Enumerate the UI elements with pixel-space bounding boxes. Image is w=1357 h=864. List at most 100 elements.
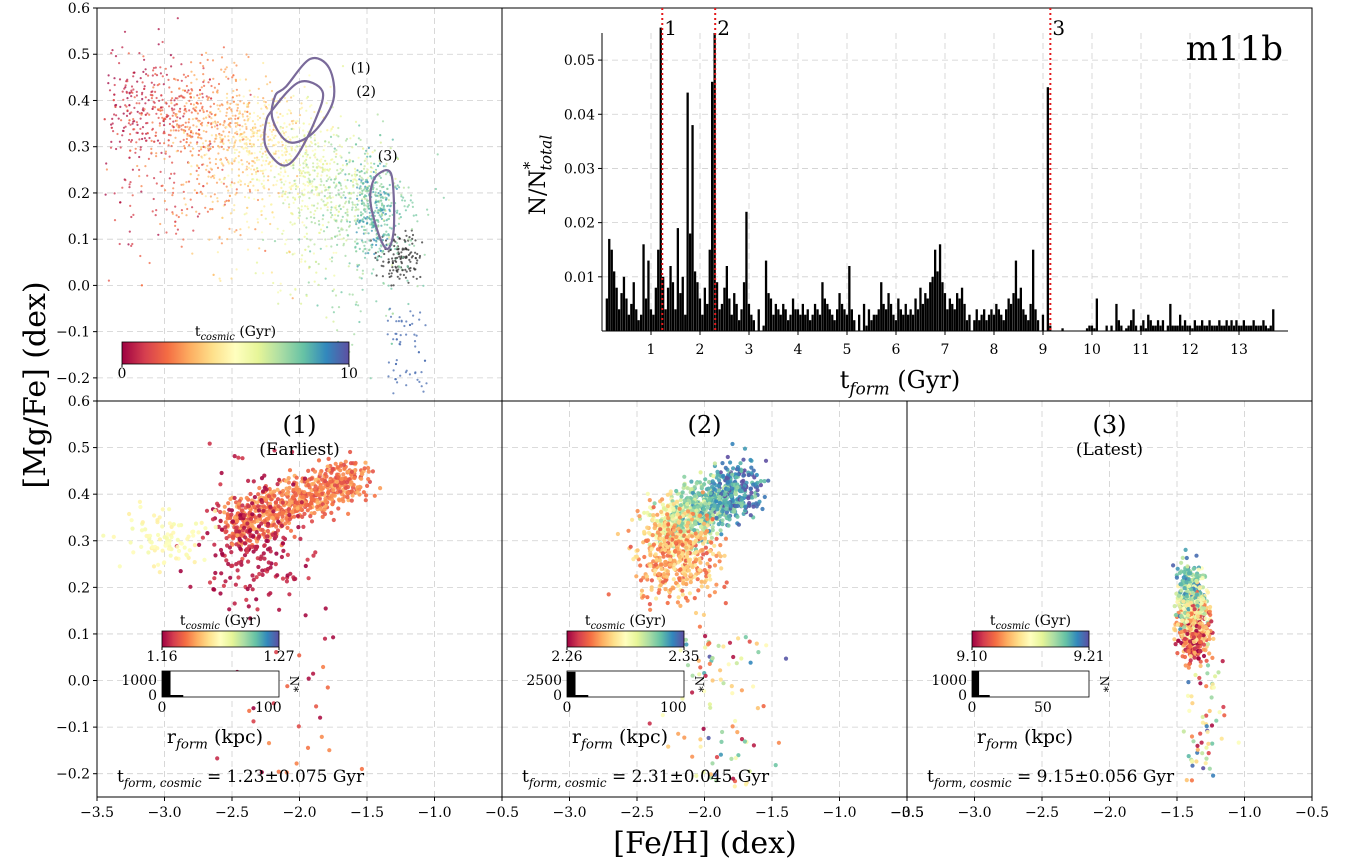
- main-point: [133, 71, 136, 74]
- main-point: [405, 384, 408, 387]
- hist-bar: [1183, 320, 1187, 331]
- main-point: [227, 160, 230, 163]
- main-point: [165, 208, 168, 211]
- main-point: [176, 123, 179, 126]
- main-point: [302, 182, 305, 185]
- main-point: [216, 166, 220, 169]
- hist-bar: [821, 282, 824, 331]
- main-point: [391, 257, 394, 260]
- hist-ytick-label-3: 0.04: [564, 107, 595, 123]
- main-point: [370, 222, 373, 226]
- p2-point: [741, 478, 746, 483]
- main-point: [129, 140, 133, 143]
- hist-bar: [622, 276, 626, 331]
- p1-point: [346, 511, 351, 516]
- main-point: [364, 210, 367, 213]
- main-point: [173, 77, 176, 80]
- main-point: [171, 114, 174, 117]
- main-point: [216, 197, 219, 200]
- main-point: [346, 179, 349, 182]
- p1-frame: [96, 400, 503, 798]
- main-point: [300, 258, 303, 261]
- p1-point: [143, 527, 148, 532]
- main-point: [170, 172, 173, 175]
- p1-point: [101, 533, 106, 538]
- p2-point: [697, 480, 703, 485]
- p1-point: [260, 568, 265, 573]
- p1-point: [199, 520, 204, 526]
- hist-bar: [1228, 325, 1231, 331]
- main-point: [268, 161, 271, 164]
- hist-bar: [796, 309, 800, 331]
- main-point: [190, 136, 193, 139]
- main-point: [331, 306, 334, 309]
- main-point: [174, 97, 177, 100]
- main-point: [183, 197, 186, 200]
- main-point: [390, 284, 393, 287]
- main-point: [288, 123, 291, 126]
- main-point: [379, 215, 382, 218]
- main-point: [145, 73, 148, 76]
- main-point: [262, 175, 266, 178]
- main-point: [316, 207, 319, 210]
- p1-point: [156, 562, 161, 567]
- main-point: [404, 371, 407, 374]
- p2-point: [660, 502, 666, 507]
- p1-point: [294, 475, 299, 480]
- p2-point: [714, 499, 719, 504]
- main-point: [212, 91, 215, 94]
- p1-point: [288, 528, 294, 533]
- main-point: [209, 147, 212, 150]
- main-point: [395, 241, 398, 245]
- main-point: [159, 66, 162, 69]
- main-point: [220, 242, 223, 245]
- main-point: [195, 78, 198, 81]
- hist-bar: [644, 298, 648, 331]
- main-point: [363, 204, 366, 207]
- main-point: [327, 186, 330, 189]
- hist-bar: [669, 266, 672, 331]
- hist-bar: [1007, 298, 1010, 331]
- main-point: [378, 214, 381, 217]
- main-point: [390, 272, 393, 275]
- main-point: [183, 112, 186, 115]
- main-point: [387, 261, 390, 264]
- main-point: [379, 176, 382, 179]
- p2-point: [705, 523, 710, 528]
- p1-point: [139, 528, 145, 533]
- main-point: [231, 114, 234, 117]
- main-point: [123, 178, 126, 181]
- hist-bar: [840, 303, 844, 331]
- p1-point: [226, 561, 231, 567]
- main-point: [108, 89, 112, 92]
- hist-bar: [671, 282, 675, 331]
- main-point: [324, 159, 327, 162]
- main-point: [213, 193, 216, 196]
- main-point: [354, 303, 357, 306]
- main-point: [208, 140, 212, 143]
- main-point: [378, 156, 381, 160]
- main-point: [362, 220, 365, 223]
- main-point: [368, 211, 371, 214]
- main-point: [419, 311, 422, 314]
- main-point: [396, 270, 399, 273]
- main-point: [366, 152, 369, 155]
- main-point: [398, 217, 401, 220]
- p1-point: [290, 449, 295, 455]
- main-point: [366, 176, 370, 179]
- p1-point: [250, 501, 255, 506]
- main-point: [227, 174, 230, 177]
- main-point: [364, 232, 367, 235]
- hist-bar: [630, 303, 633, 331]
- p2-point: [692, 505, 697, 510]
- p2-point: [685, 501, 690, 507]
- main-point: [128, 183, 131, 186]
- p2-point: [734, 504, 739, 509]
- main-point: [195, 117, 198, 120]
- main-point: [394, 185, 397, 188]
- p1-point: [311, 553, 316, 558]
- main-point: [255, 172, 258, 176]
- p1-point: [272, 489, 277, 494]
- hist-bar: [889, 303, 893, 331]
- p1-point: [324, 474, 329, 479]
